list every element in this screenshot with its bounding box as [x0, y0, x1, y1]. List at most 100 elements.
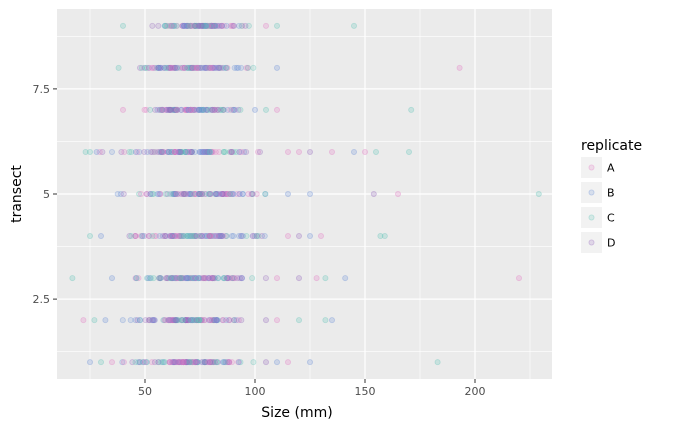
data-point [164, 190, 171, 197]
data-point [187, 190, 194, 197]
data-point [220, 148, 227, 155]
data-point [201, 317, 208, 324]
data-point [169, 275, 176, 282]
data-point [224, 275, 231, 282]
data-point [253, 233, 260, 240]
data-point [197, 275, 204, 282]
data-point [188, 148, 195, 155]
data-point [168, 106, 175, 113]
data-point [132, 359, 139, 366]
data-point [168, 64, 175, 71]
data-point [190, 275, 197, 282]
data-point [147, 190, 154, 197]
data-point [193, 317, 200, 324]
data-point [213, 317, 220, 324]
data-point [206, 359, 213, 366]
data-point [172, 106, 179, 113]
data-point [213, 64, 220, 71]
data-point [165, 106, 172, 113]
data-point [173, 22, 180, 29]
data-point [127, 317, 134, 324]
data-point [143, 106, 150, 113]
data-point [185, 106, 192, 113]
data-point [189, 359, 196, 366]
data-point [232, 106, 239, 113]
data-point [221, 359, 228, 366]
data-point [141, 359, 148, 366]
data-point [192, 359, 199, 366]
data-point [102, 317, 109, 324]
data-point [172, 317, 179, 324]
data-point [199, 359, 206, 366]
data-point [189, 64, 196, 71]
data-point [201, 22, 208, 29]
data-point [171, 106, 178, 113]
data-point [178, 317, 185, 324]
data-point [178, 106, 185, 113]
data-point [243, 64, 250, 71]
data-point [166, 317, 173, 324]
data-point [141, 64, 148, 71]
data-point [108, 148, 115, 155]
data-point [235, 233, 242, 240]
data-point [184, 190, 191, 197]
data-point [187, 64, 194, 71]
data-point [182, 148, 189, 155]
data-point [177, 148, 184, 155]
data-point [199, 190, 206, 197]
data-point [178, 359, 185, 366]
data-point [168, 275, 175, 282]
data-point [211, 22, 218, 29]
data-point [197, 106, 204, 113]
data-point [216, 148, 223, 155]
data-point [195, 190, 202, 197]
data-point [199, 275, 206, 282]
data-point [208, 106, 215, 113]
data-point [162, 64, 169, 71]
data-point [200, 275, 207, 282]
data-point [235, 64, 242, 71]
data-point [167, 359, 174, 366]
data-point [181, 106, 188, 113]
data-point [168, 275, 175, 282]
data-point [187, 22, 194, 29]
data-point [195, 22, 202, 29]
data-point [273, 275, 280, 282]
data-point [207, 22, 214, 29]
data-point [158, 106, 165, 113]
data-point [189, 233, 196, 240]
data-point [203, 106, 210, 113]
data-point [174, 317, 181, 324]
data-point [197, 317, 204, 324]
data-point [183, 22, 190, 29]
data-point [178, 275, 185, 282]
data-point [172, 317, 179, 324]
data-point [166, 148, 173, 155]
data-point [200, 22, 207, 29]
data-point [120, 22, 127, 29]
data-point [295, 317, 302, 324]
data-point [243, 148, 250, 155]
data-point [221, 22, 228, 29]
data-point [262, 359, 269, 366]
data-point [207, 148, 214, 155]
data-point [155, 359, 162, 366]
data-point [222, 359, 229, 366]
data-point [233, 190, 240, 197]
data-point [225, 190, 232, 197]
data-point [199, 233, 206, 240]
data-point [209, 233, 216, 240]
data-point [202, 359, 209, 366]
data-point [175, 148, 182, 155]
data-point [198, 233, 205, 240]
data-point [157, 190, 164, 197]
data-point [69, 275, 76, 282]
data-point [179, 190, 186, 197]
data-point [168, 317, 175, 324]
data-point [234, 275, 241, 282]
data-point [213, 359, 220, 366]
data-point [181, 22, 188, 29]
data-point [166, 106, 173, 113]
data-point [163, 22, 170, 29]
data-point [200, 64, 207, 71]
